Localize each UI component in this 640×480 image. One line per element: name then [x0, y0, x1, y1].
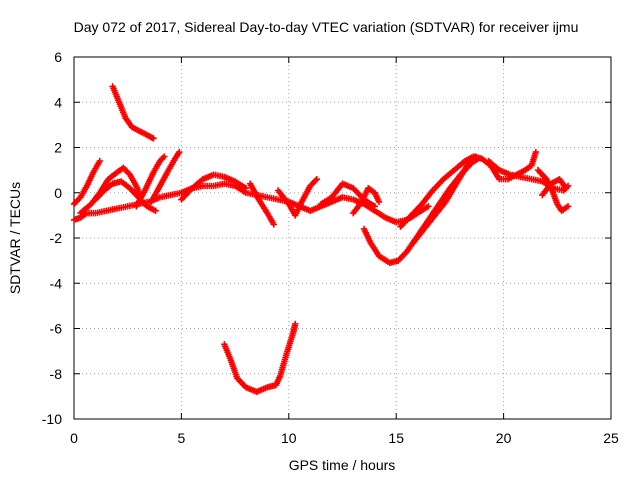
data-marks — [70, 83, 572, 396]
data-point — [313, 175, 320, 183]
series-arc-19 — [539, 175, 570, 199]
grid-lines — [74, 57, 611, 419]
y-tick-label: 2 — [54, 140, 62, 156]
x-tick-label: 0 — [70, 430, 78, 446]
data-point — [562, 185, 570, 192]
x-tick-label: 20 — [496, 430, 512, 446]
series-arc-16 — [410, 153, 479, 246]
x-tick-label: 25 — [603, 430, 619, 446]
chart-title: Day 072 of 2017, Sidereal Day-to-day VTE… — [74, 19, 579, 35]
data-point — [371, 203, 378, 210]
series-arc-9 — [246, 180, 277, 228]
data-point — [270, 221, 277, 228]
series-arc-8 — [109, 83, 157, 142]
x-axis-label: GPS time / hours — [289, 457, 396, 473]
data-point — [161, 153, 168, 160]
y-tick-label: 4 — [54, 94, 62, 110]
data-point — [176, 148, 183, 156]
series-arc-13 — [350, 185, 383, 217]
y-tick-label: -6 — [50, 321, 63, 337]
series-arc-12 — [317, 180, 378, 210]
data-point — [425, 203, 432, 210]
data-point — [472, 153, 479, 160]
y-tick-label: -10 — [42, 411, 62, 427]
series-arc-5 — [133, 153, 168, 210]
data-point — [242, 185, 250, 192]
axis-ticks — [73, 56, 612, 420]
y-tick-labels: -10 -8 -6 -4 -2 0 2 4 6 — [42, 49, 62, 427]
y-tick-label: -2 — [50, 230, 63, 246]
y-tick-label: 0 — [54, 185, 62, 201]
data-point — [150, 135, 157, 142]
data-point — [564, 203, 572, 210]
y-tick-label: -8 — [50, 366, 63, 382]
data-point — [152, 207, 159, 215]
data-point — [375, 198, 383, 205]
series-arc-10 — [221, 320, 299, 396]
series-arc-6 — [148, 148, 183, 205]
x-tick-label: 5 — [178, 430, 186, 446]
series-arc-7 — [178, 171, 250, 203]
data-point — [96, 157, 103, 165]
y-axis-label: SDTVAR / TECUs — [7, 182, 23, 294]
series-arc-2 — [70, 157, 103, 208]
x-tick-label: 10 — [281, 430, 297, 446]
x-tick-labels: 0 5 10 15 20 25 — [70, 430, 619, 446]
x-tick-label: 15 — [388, 430, 404, 446]
series-arc-11 — [274, 175, 320, 219]
y-tick-label: 6 — [54, 49, 62, 65]
data-point — [292, 320, 299, 328]
y-tick-label: -4 — [50, 275, 63, 291]
data-point — [532, 148, 540, 156]
